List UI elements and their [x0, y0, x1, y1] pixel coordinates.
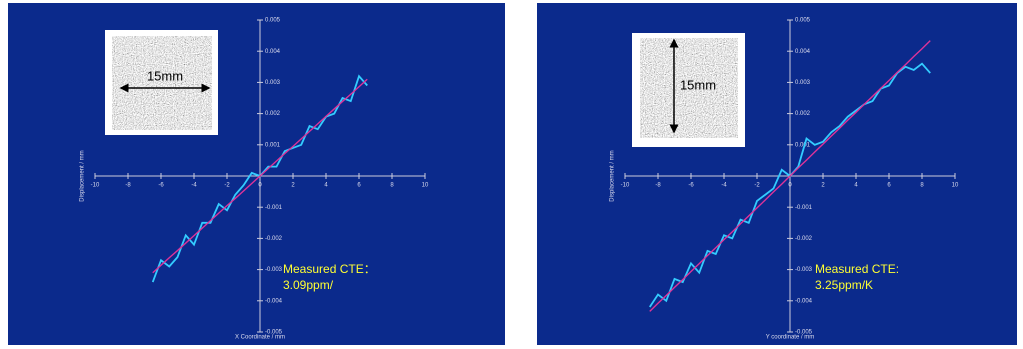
y-tick-label: -0.003: [795, 267, 813, 273]
x-tick-label: 10: [952, 183, 959, 189]
y-tick-label: 0.004: [265, 49, 281, 55]
x-tick-label: -2: [224, 183, 230, 189]
y-tick-label: 0.002: [795, 111, 811, 117]
annotation: Measured CTE：: [283, 262, 376, 276]
y-tick-label: 0.004: [795, 49, 811, 55]
inset-label: 15mm: [680, 77, 716, 92]
y-tick-label: -0.002: [265, 236, 283, 242]
annotation: Measured CTE:: [815, 262, 899, 276]
y-tick-label: -0.004: [795, 298, 813, 304]
y-tick-label: -0.003: [265, 267, 283, 273]
y-tick-label: 0.001: [265, 142, 281, 148]
x-tick-label: -4: [191, 183, 197, 189]
x-tick-label: -2: [754, 183, 760, 189]
y-tick-label: 0.001: [795, 142, 811, 148]
annotation: 3.25ppm/K: [815, 278, 873, 292]
x-axis-label: X Coordinate / mm: [235, 335, 285, 341]
x-tick-label: -8: [655, 183, 661, 189]
inset-label: 15mm: [147, 68, 183, 83]
x-tick-label: 10: [422, 183, 429, 189]
x-tick-label: -6: [688, 183, 694, 189]
x-tick-label: -6: [158, 183, 164, 189]
x-tick-label: -8: [125, 183, 131, 189]
inset-image: 15mm: [632, 33, 745, 147]
x-tick-label: -10: [91, 183, 100, 189]
y-tick-label: 0.005: [265, 18, 281, 24]
y-axis-label: Displacement / mm: [610, 150, 616, 201]
y-axis-label: Displacement / mm: [80, 150, 86, 201]
y-tick-label: 0.003: [795, 80, 811, 86]
y-tick-label: 0.002: [265, 111, 281, 117]
y-tick-label: -0.001: [265, 205, 283, 211]
screenshot: 15mm 15mm -10-8-6-4-202468100.0050.0040.…: [0, 0, 1023, 349]
annotation: 3.09ppm/: [283, 278, 334, 292]
y-tick-label: 0.003: [265, 80, 281, 86]
x-tick-label: -10: [621, 183, 630, 189]
inset-image: 15mm: [105, 30, 218, 135]
y-tick-label: -0.002: [795, 236, 813, 242]
y-tick-label: 0.005: [795, 18, 811, 24]
x-tick-label: -4: [721, 183, 727, 189]
y-tick-label: -0.001: [795, 205, 813, 211]
x-axis-label: Y coordinate / mm: [766, 335, 815, 341]
y-tick-label: -0.004: [265, 298, 283, 304]
